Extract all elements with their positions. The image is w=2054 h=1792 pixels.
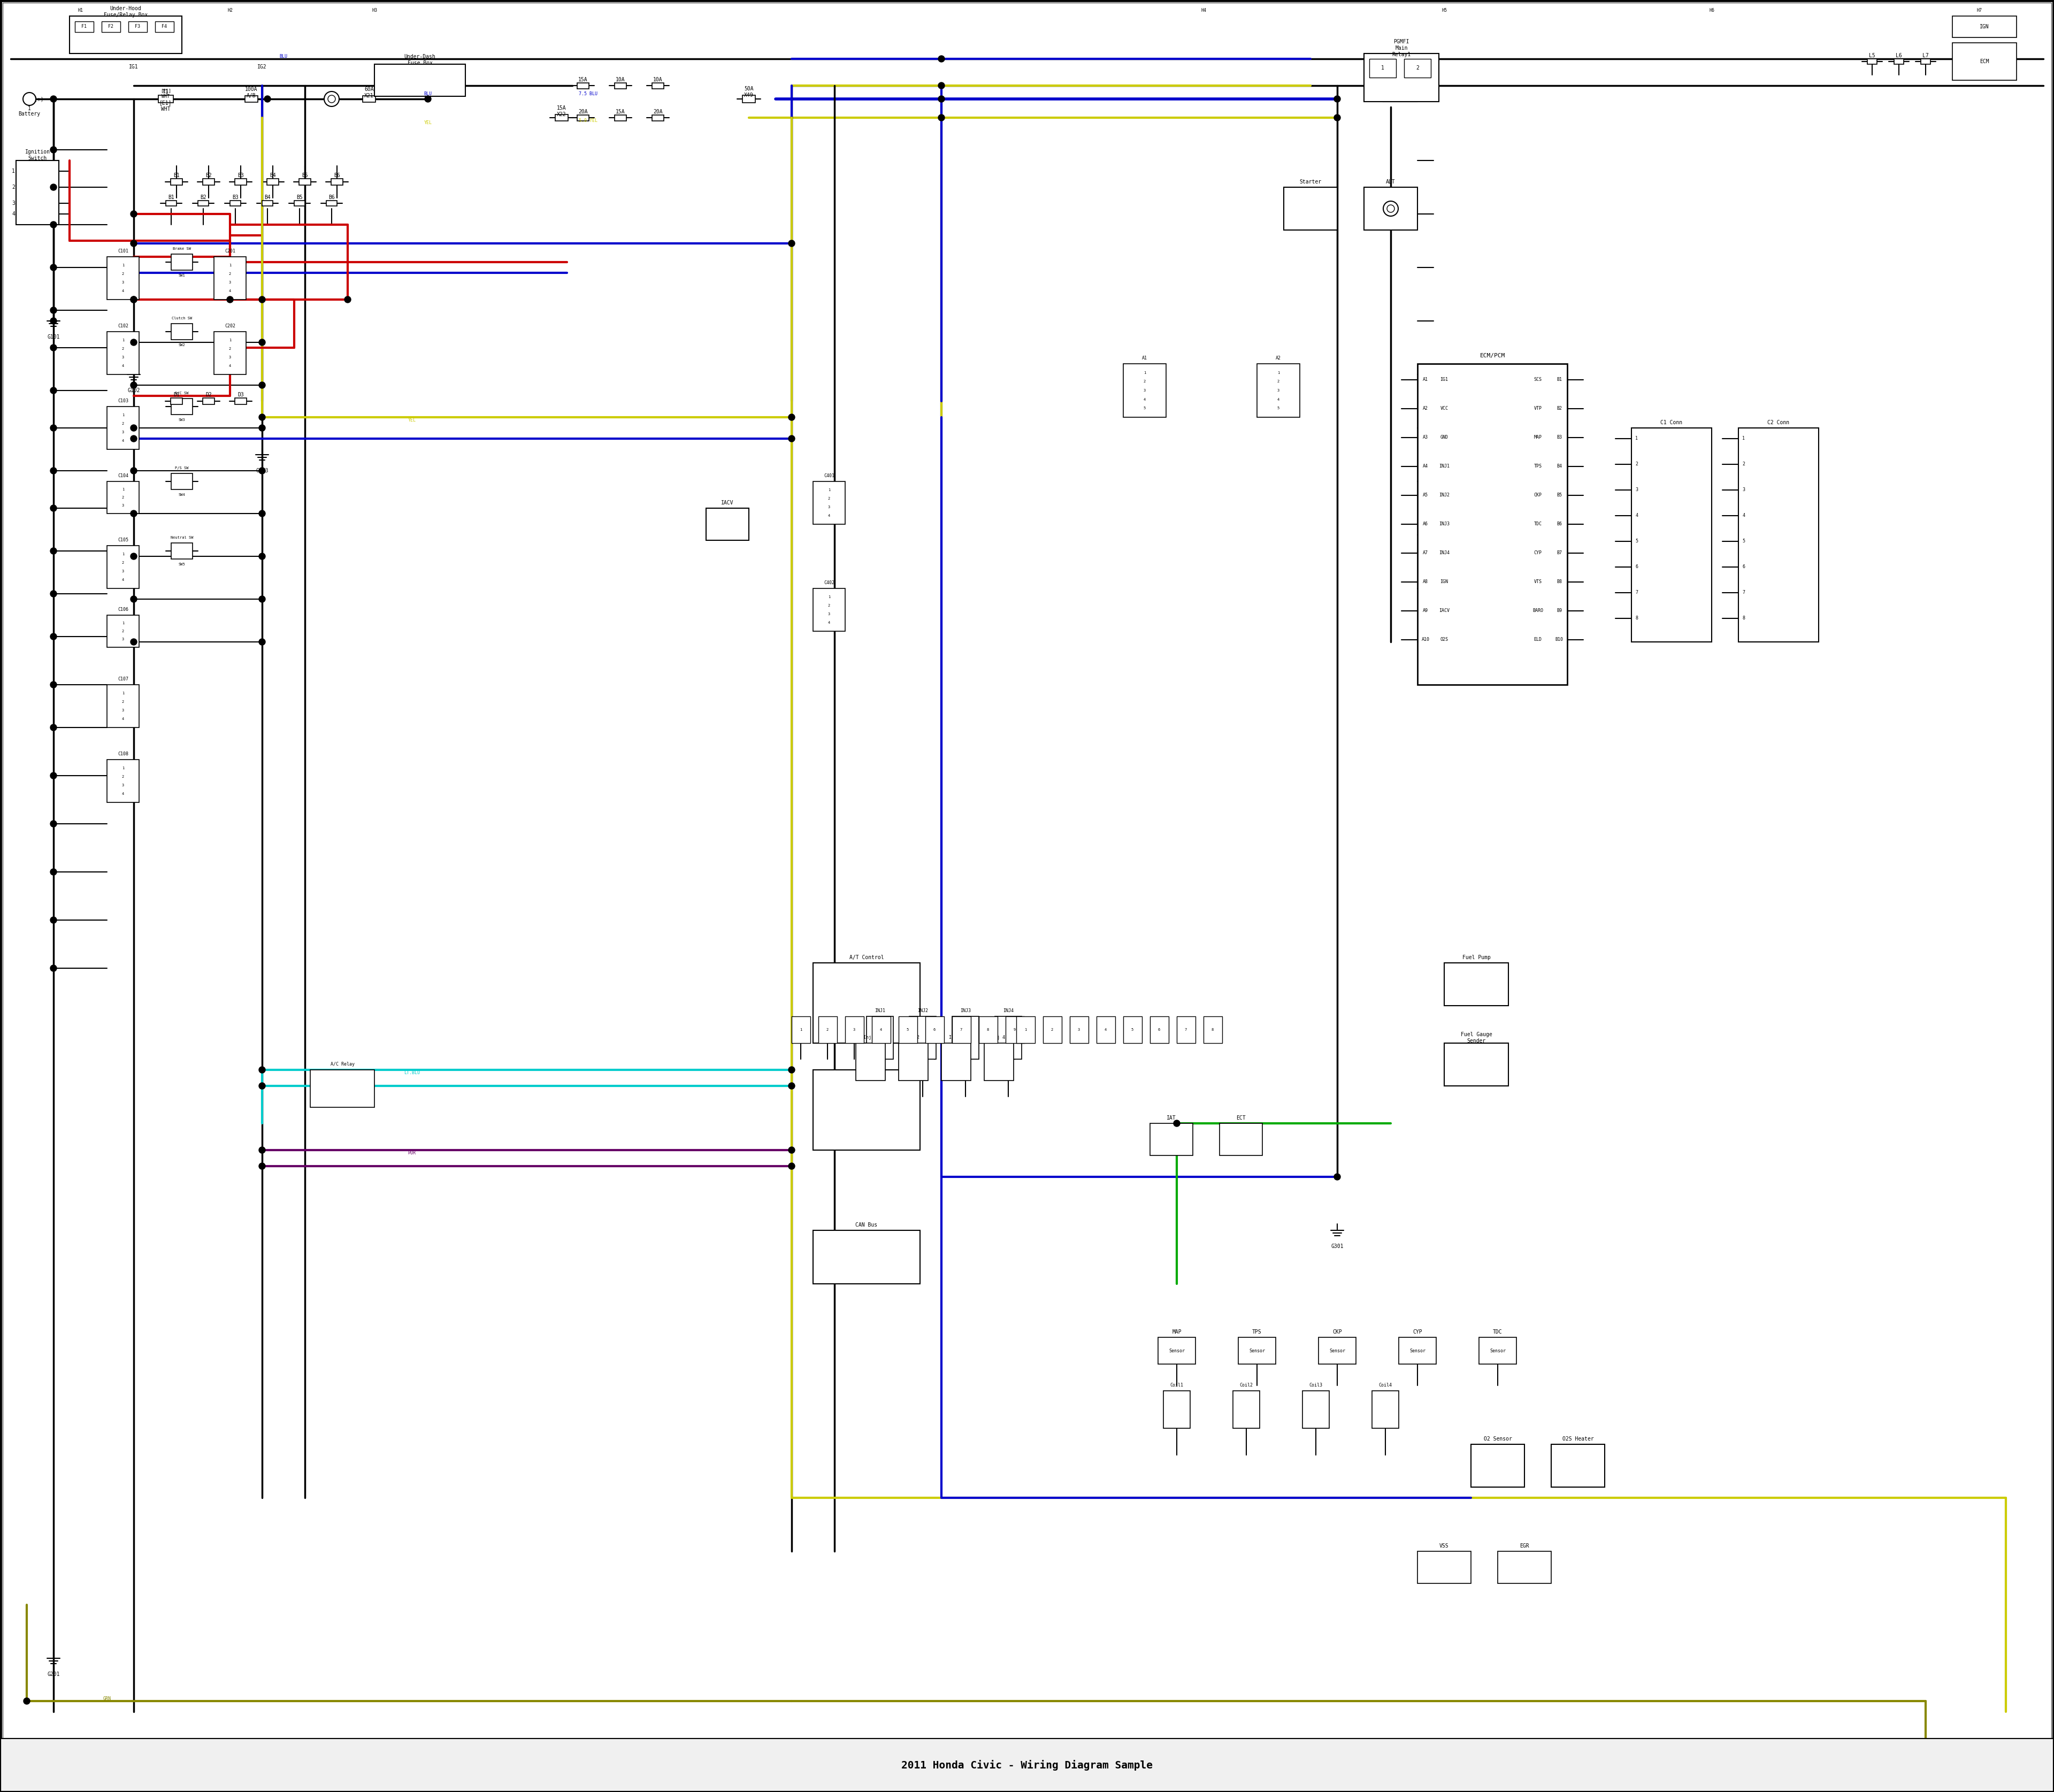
Circle shape [131, 638, 138, 645]
Circle shape [325, 91, 339, 106]
Text: 3: 3 [1078, 1029, 1080, 1032]
Circle shape [1333, 95, 1341, 102]
Text: 4: 4 [828, 514, 830, 518]
Circle shape [789, 1066, 795, 1073]
Text: Inj 4: Inj 4 [992, 1036, 1004, 1039]
Text: 2: 2 [1144, 380, 1146, 383]
Text: CAN Bus: CAN Bus [857, 1222, 877, 1228]
Text: Coil2: Coil2 [1241, 1383, 1253, 1387]
Text: 3: 3 [121, 357, 123, 358]
Text: INJ4: INJ4 [1440, 550, 1450, 556]
Text: VCC: VCC [1440, 407, 1448, 410]
Text: F2: F2 [109, 25, 113, 29]
Text: Under-Hood
Fuse/Relay Box: Under-Hood Fuse/Relay Box [103, 5, 148, 18]
Text: 10A: 10A [616, 77, 624, 82]
Bar [197, 201, 210, 206]
Text: 2: 2 [121, 629, 123, 633]
Text: Fuel Gauge
Sender: Fuel Gauge Sender [1460, 1032, 1491, 1043]
Text: 4: 4 [1635, 513, 1639, 518]
Bar [980, 1016, 998, 1043]
Text: LT.BLU: LT.BLU [405, 1070, 419, 1075]
Bar [267, 179, 279, 185]
Text: 1: 1 [1635, 435, 1639, 441]
Text: C202: C202 [224, 324, 236, 328]
Circle shape [259, 554, 265, 559]
Text: 2: 2 [1635, 462, 1639, 466]
Text: TDC: TDC [1534, 521, 1543, 527]
Text: B1: B1 [168, 195, 175, 201]
Bar [1006, 1016, 1025, 1043]
Circle shape [939, 115, 945, 120]
Bar [1953, 16, 2017, 38]
Text: 3: 3 [1144, 389, 1146, 392]
Bar [170, 398, 193, 414]
Text: SW4: SW4 [179, 493, 185, 496]
Circle shape [789, 414, 795, 421]
Text: B4: B4 [269, 172, 275, 177]
Text: F1: F1 [82, 25, 86, 29]
Bar [577, 82, 589, 90]
Text: C105: C105 [117, 538, 127, 543]
Bar [166, 201, 177, 206]
Text: A/C SW: A/C SW [175, 392, 189, 394]
Text: O2S Heater: O2S Heater [1563, 1435, 1594, 1441]
Text: BLU: BLU [423, 91, 431, 97]
Text: IG1: IG1 [1440, 378, 1448, 382]
Bar [1372, 1391, 1399, 1428]
Text: D1: D1 [173, 392, 179, 398]
Text: VTP: VTP [1534, 407, 1543, 410]
Text: INJ1: INJ1 [875, 1009, 885, 1014]
Text: 1: 1 [1742, 435, 1746, 441]
Bar [1497, 1552, 1551, 1584]
Circle shape [259, 296, 265, 303]
Text: 2: 2 [1415, 65, 1419, 70]
Text: 3: 3 [12, 201, 14, 206]
Text: [E1]
WHT: [E1] WHT [160, 100, 173, 111]
Circle shape [259, 382, 265, 389]
Bar [74, 22, 94, 32]
Text: 4: 4 [1105, 1029, 1107, 1032]
Text: Fuel Pump: Fuel Pump [1462, 955, 1491, 961]
Text: Sensor: Sensor [1409, 1348, 1425, 1353]
Text: 3: 3 [121, 281, 123, 285]
Circle shape [259, 1163, 265, 1170]
Text: ALT: ALT [1386, 179, 1395, 185]
Bar [817, 1016, 838, 1043]
Text: INJ3: INJ3 [959, 1009, 972, 1014]
Text: 2: 2 [828, 496, 830, 500]
Text: G201: G201 [47, 1672, 60, 1677]
Text: 2: 2 [1278, 380, 1280, 383]
Bar [1177, 1016, 1195, 1043]
Text: A/T Control: A/T Control [848, 955, 883, 961]
Text: Sensor: Sensor [1249, 1348, 1265, 1353]
Text: 6: 6 [1635, 564, 1639, 570]
Text: 1: 1 [228, 339, 232, 342]
Bar [1551, 1444, 1604, 1487]
Circle shape [49, 821, 58, 826]
Text: B3: B3 [232, 195, 238, 201]
Text: 3: 3 [828, 505, 830, 509]
Circle shape [329, 95, 335, 102]
Text: F4: F4 [162, 25, 166, 29]
Text: 5: 5 [906, 1029, 908, 1032]
Text: BARO: BARO [1532, 609, 1543, 613]
Text: CKP: CKP [1534, 493, 1543, 498]
Circle shape [939, 82, 945, 90]
Circle shape [131, 339, 138, 346]
Circle shape [259, 1082, 265, 1090]
Circle shape [49, 966, 58, 971]
Text: Brake SW: Brake SW [173, 247, 191, 251]
Circle shape [49, 185, 58, 190]
Bar [331, 179, 343, 185]
Text: 4: 4 [228, 289, 232, 292]
Circle shape [259, 1066, 265, 1073]
Circle shape [49, 387, 58, 394]
Circle shape [49, 505, 58, 511]
Text: 7: 7 [1742, 590, 1746, 595]
Text: 20A: 20A [579, 109, 587, 115]
Text: 3: 3 [121, 710, 123, 711]
Text: A9: A9 [1423, 609, 1428, 613]
Circle shape [49, 869, 58, 874]
Text: 4: 4 [828, 622, 830, 624]
Text: A8: A8 [1423, 579, 1428, 584]
